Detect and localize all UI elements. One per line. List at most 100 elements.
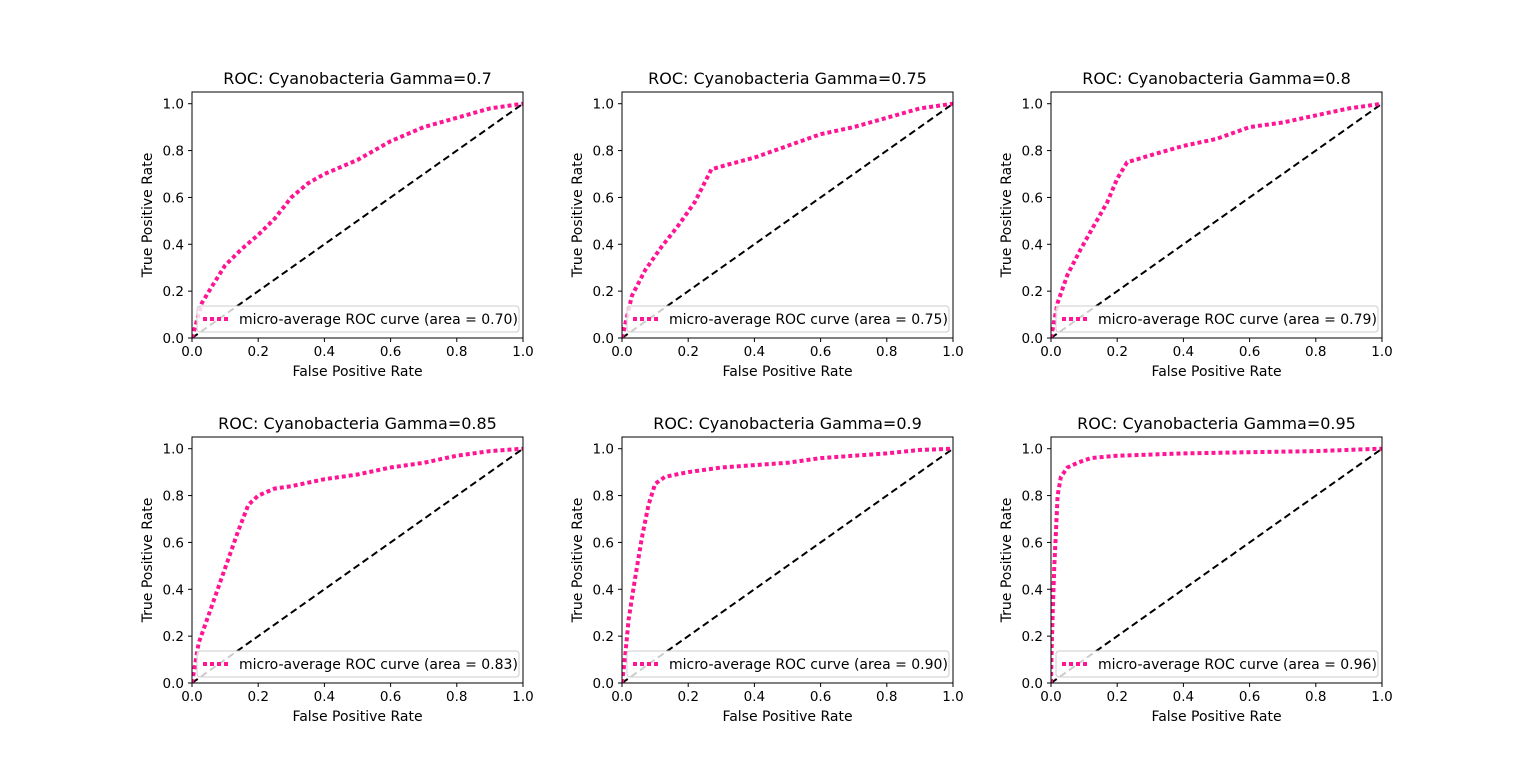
y-tick-label: 0.2 [593, 629, 614, 645]
roc-curve-line [622, 101, 953, 338]
x-tick-label: 0.4 [314, 689, 335, 705]
y-tick-label: 1.0 [163, 442, 184, 458]
x-tick-label: 1.0 [1371, 689, 1392, 705]
x-tick-label: 0.0 [611, 689, 632, 705]
legend: micro-average ROC curve (area = 0.75) [626, 305, 950, 333]
y-tick-label: 0.0 [593, 676, 614, 692]
x-axis-label: False Positive Rate [292, 364, 422, 380]
x-axis-label: False Positive Rate [1151, 364, 1281, 380]
y-tick-label: 0.2 [163, 284, 184, 300]
y-tick-label: 1.0 [1022, 97, 1043, 113]
y-tick-label: 1.0 [593, 442, 614, 458]
x-tick-label: 0.6 [380, 689, 401, 705]
x-tick-label: 0.2 [1106, 344, 1127, 360]
plot-frame [1050, 91, 1383, 339]
legend-entry-label: micro-average ROC curve (area = 0.83) [239, 657, 518, 673]
legend-entry-label: micro-average ROC curve (area = 0.75) [669, 312, 948, 328]
y-tick-label: 0.0 [163, 676, 184, 692]
legend-entry-label: micro-average ROC curve (area = 0.79) [1098, 312, 1377, 328]
legend: micro-average ROC curve (area = 0.90) [626, 650, 950, 678]
roc-panel-3: ROC: Cyanobacteria Gamma=0.8 False Positi… [999, 69, 1393, 380]
x-tick-label: 0.8 [1305, 689, 1326, 705]
y-tick-label: 0.4 [1022, 582, 1043, 598]
x-tick-label: 0.6 [380, 344, 401, 360]
y-tick-label: 0.8 [1022, 489, 1043, 505]
chart-title: ROC: Cyanobacteria Gamma=0.95 [1077, 414, 1356, 433]
chance-diagonal-line [1051, 102, 1382, 338]
x-tick-label: 0.0 [181, 689, 202, 705]
y-tick-label: 0.0 [1022, 676, 1043, 692]
y-tick-label: 0.0 [593, 331, 614, 347]
roc-panel-6: ROC: Cyanobacteria Gamma=0.95 False Posit… [999, 414, 1393, 725]
legend-box [626, 305, 950, 333]
legend: micro-average ROC curve (area = 0.79) [1055, 305, 1379, 333]
y-tick-label: 0.6 [593, 190, 614, 206]
roc-panel-4: ROC: Cyanobacteria Gamma=0.85 False Posit… [140, 414, 534, 725]
y-axis-label: True Positive Rate [140, 153, 156, 279]
y-tick-label: 0.8 [593, 489, 614, 505]
chance-diagonal-line [622, 447, 953, 683]
x-tick-label: 0.2 [677, 689, 698, 705]
x-tick-label: 0.8 [876, 344, 897, 360]
x-axis-label: False Positive Rate [1151, 709, 1281, 725]
roc-panel-5: ROC: Cyanobacteria Gamma=0.9 False Positi… [570, 414, 964, 725]
roc-panel-2: ROC: Cyanobacteria Gamma=0.75 False Posit… [570, 69, 964, 380]
legend-box [1055, 650, 1379, 678]
legend-box [626, 650, 950, 678]
y-tick-label: 0.2 [163, 629, 184, 645]
y-tick-label: 0.6 [163, 535, 184, 551]
legend: micro-average ROC curve (area = 0.96) [1055, 650, 1379, 678]
y-tick-label: 0.6 [163, 190, 184, 206]
y-tick-label: 0.8 [1022, 144, 1043, 160]
chance-diagonal-line [622, 102, 953, 338]
y-tick-label: 0.0 [1022, 331, 1043, 347]
plot-frame [621, 91, 954, 339]
x-tick-label: 1.0 [942, 689, 963, 705]
y-tick-label: 0.6 [1022, 190, 1043, 206]
x-tick-label: 0.6 [1239, 689, 1260, 705]
x-tick-label: 0.2 [677, 344, 698, 360]
y-tick-label: 0.8 [163, 489, 184, 505]
chart-title: ROC: Cyanobacteria Gamma=0.9 [653, 414, 922, 433]
chart-title: ROC: Cyanobacteria Gamma=0.75 [648, 69, 927, 88]
x-tick-label: 0.2 [1106, 689, 1127, 705]
y-tick-label: 0.2 [1022, 629, 1043, 645]
legend-entry-label: micro-average ROC curve (area = 0.96) [1098, 657, 1377, 673]
x-axis-label: False Positive Rate [722, 709, 852, 725]
plot-frame [1050, 436, 1383, 684]
chance-diagonal-line [192, 447, 523, 683]
x-tick-label: 1.0 [1371, 344, 1392, 360]
x-tick-label: 1.0 [512, 689, 533, 705]
x-tick-label: 0.4 [1173, 344, 1194, 360]
legend-box [196, 650, 520, 678]
y-tick-label: 0.4 [1022, 237, 1043, 253]
roc-curve-line [622, 446, 953, 683]
y-tick-label: 1.0 [163, 97, 184, 113]
legend-box [1055, 305, 1379, 333]
chart-title: ROC: Cyanobacteria Gamma=0.7 [223, 69, 492, 88]
y-tick-label: 0.4 [163, 582, 184, 598]
x-tick-label: 0.4 [744, 344, 765, 360]
y-axis-label: True Positive Rate [999, 153, 1015, 279]
x-tick-label: 0.6 [810, 689, 831, 705]
x-tick-label: 0.8 [876, 689, 897, 705]
x-tick-label: 0.4 [1173, 689, 1194, 705]
y-tick-label: 0.2 [1022, 284, 1043, 300]
x-axis-label: False Positive Rate [722, 364, 852, 380]
legend-entry-label: micro-average ROC curve (area = 0.90) [669, 657, 948, 673]
y-tick-label: 0.4 [593, 237, 614, 253]
y-tick-label: 0.6 [593, 535, 614, 551]
y-tick-label: 1.0 [1022, 442, 1043, 458]
plot-frame [621, 436, 954, 684]
chance-diagonal-line [192, 102, 523, 338]
y-tick-label: 0.8 [163, 144, 184, 160]
x-tick-label: 0.8 [446, 689, 467, 705]
roc-curve-line [192, 446, 523, 683]
chance-diagonal-line [1051, 447, 1382, 683]
x-tick-label: 1.0 [512, 344, 533, 360]
x-tick-label: 0.8 [446, 344, 467, 360]
x-tick-label: 0.0 [181, 344, 202, 360]
plot-frame [191, 91, 524, 339]
x-tick-label: 0.2 [247, 344, 268, 360]
x-tick-label: 0.2 [247, 689, 268, 705]
